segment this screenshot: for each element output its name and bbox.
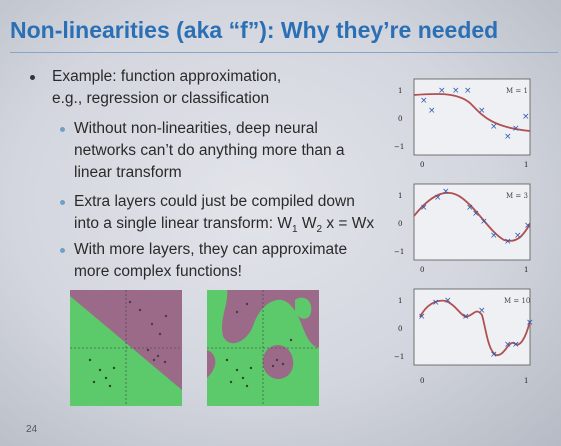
svg-text:×: × <box>428 106 436 116</box>
sub-bullet-dot <box>60 200 65 205</box>
page-number: 24 <box>26 424 38 435</box>
y-tick: 1 <box>398 297 402 305</box>
y-tick: −1 <box>394 143 404 151</box>
svg-text:×: × <box>480 217 488 227</box>
svg-text:×: × <box>462 312 470 322</box>
plot-label: M = 10 <box>504 297 530 305</box>
y-tick: −1 <box>394 353 404 361</box>
svg-text:×: × <box>490 122 498 132</box>
plot-label: M = 3 <box>506 192 528 200</box>
svg-text:×: × <box>504 340 512 350</box>
svg-text:×: × <box>432 298 440 308</box>
svg-text:×: × <box>504 237 512 247</box>
plot-frame <box>413 288 531 366</box>
svg-text:×: × <box>514 231 522 241</box>
y-tick: 1 <box>398 87 402 95</box>
data-points: ×× × ××× × ×× <box>418 296 534 360</box>
bullet-sub3-line2: more complex functions! <box>74 263 242 280</box>
svg-text:×: × <box>420 96 428 106</box>
formula-subscript-1: 1 <box>291 224 298 236</box>
svg-text:×: × <box>434 193 442 203</box>
svg-text:×: × <box>444 296 452 306</box>
x-tick: 1 <box>524 377 528 385</box>
bullet-sub1-line3: linear transform <box>74 164 182 181</box>
bullet-sub3-line1: With more layers, they can approximate <box>74 241 348 258</box>
bullet-sub2-line2: into a single linear transform: W1 W2 x … <box>74 213 374 241</box>
svg-text:×: × <box>420 203 428 213</box>
bullet-dot <box>30 75 35 80</box>
svg-text:×: × <box>472 209 480 219</box>
bullet-sub1-line2: networks can’t do anything more than a <box>74 142 345 159</box>
svg-text:×: × <box>438 86 446 96</box>
sub-bullet-dot <box>60 127 65 132</box>
formula-w: W <box>297 215 317 232</box>
formula-text: into a single linear transform: W <box>74 215 292 232</box>
plot-frame <box>413 78 531 156</box>
data-points: ××× ××× ××× × <box>420 187 532 247</box>
svg-text:×: × <box>478 106 486 116</box>
data-points: ××× ××× ××× × <box>420 86 530 142</box>
fit-curve <box>419 299 531 356</box>
slide-title: Non-linearities (aka “f”): Why they’re n… <box>10 8 558 53</box>
y-tick: 0 <box>398 220 402 228</box>
y-tick: 0 <box>398 115 402 123</box>
bullet-sub2-line1: Extra layers could just be compiled down <box>74 193 355 210</box>
svg-text:×: × <box>504 132 512 142</box>
bullet-main-line1: Example: function approximation, <box>52 68 282 85</box>
fit-curve <box>413 93 531 132</box>
svg-text:×: × <box>452 86 460 96</box>
bullet-sub1-line1: Without non-linearities, deep neural <box>74 120 318 137</box>
svg-text:×: × <box>464 86 472 96</box>
plot-label: M = 1 <box>506 87 528 95</box>
svg-text:×: × <box>466 203 474 213</box>
svg-text:×: × <box>522 112 530 122</box>
x-tick: 0 <box>420 266 424 274</box>
svg-text:×: × <box>418 312 426 322</box>
fit-curve <box>413 191 531 242</box>
y-tick: 1 <box>398 192 402 200</box>
x-tick: 0 <box>420 161 424 169</box>
svg-text:×: × <box>512 340 520 350</box>
plot-m10: ×× × ××× × ×× M = 10 1 0 −1 0 1 <box>394 288 534 385</box>
classification-linear-image <box>70 290 182 406</box>
svg-text:×: × <box>490 350 498 360</box>
svg-text:×: × <box>524 221 532 231</box>
y-tick: −1 <box>394 248 404 256</box>
plot-m3: ××× ××× ××× × M = 3 1 0 −1 0 1 <box>394 183 532 274</box>
formula-rest: x = Wx <box>322 215 375 232</box>
x-tick: 0 <box>420 377 424 385</box>
x-tick: 1 <box>524 266 528 274</box>
plot-m1: ×× × ××× ××× × M = 1 1 0 −1 0 1 <box>394 78 531 169</box>
svg-text:×: × <box>512 124 520 134</box>
svg-text:×: × <box>490 231 498 241</box>
y-tick: 0 <box>398 325 402 333</box>
svg-text:×: × <box>478 306 486 316</box>
classification-nonlinear-image <box>207 290 319 406</box>
sub-bullet-dot <box>60 248 65 253</box>
svg-text:×: × <box>526 318 534 328</box>
bullet-main-line2: e.g., regression or classification <box>52 90 270 107</box>
svg-text:×: × <box>442 187 450 197</box>
x-tick: 1 <box>524 161 528 169</box>
formula-subscript-2: 2 <box>316 224 323 236</box>
